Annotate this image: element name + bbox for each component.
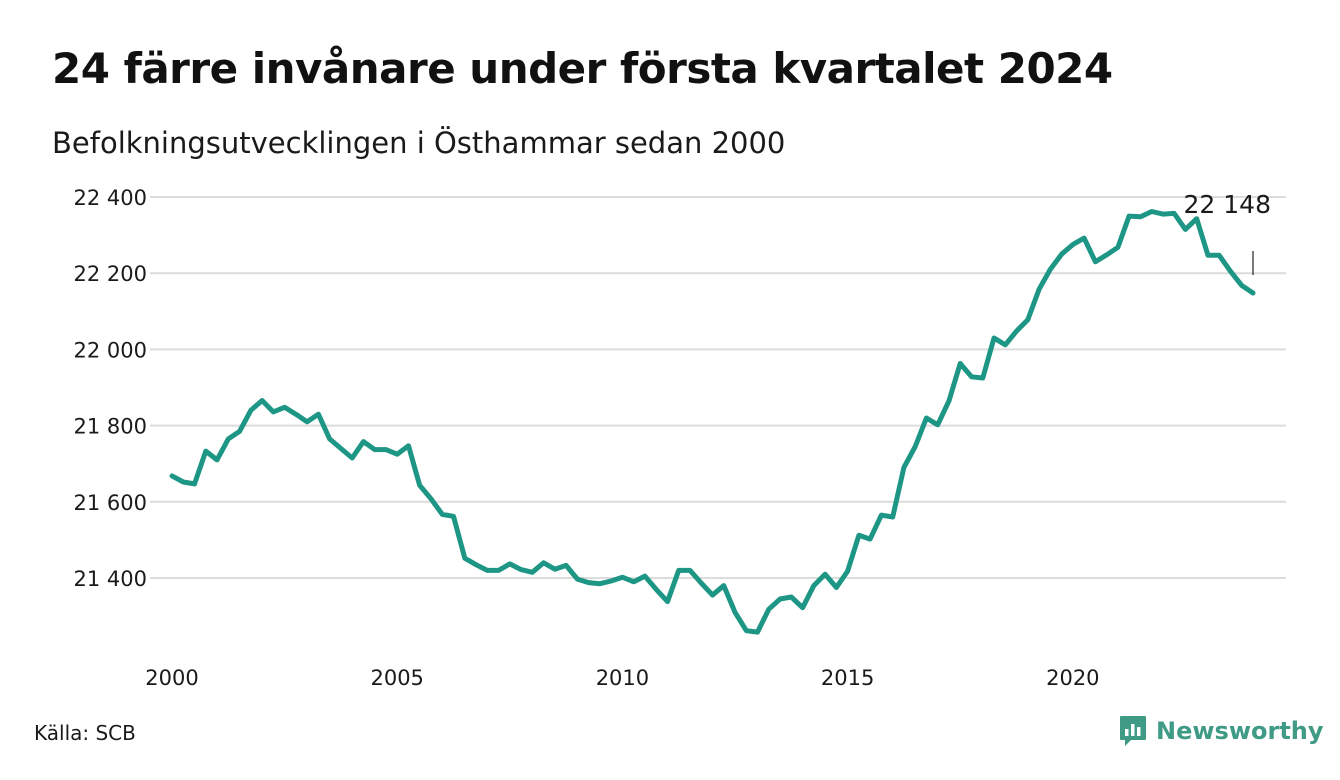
y-axis-ticks: 21 400 21 600 21 800 22 000 22 200 22 400	[74, 186, 147, 591]
y-tick-label: 22 200	[74, 262, 147, 286]
chart-subtitle: Befolkningsutvecklingen i Östhammar seda…	[52, 126, 786, 160]
x-axis-ticks: 2000 2005 2010 2015 2020	[145, 666, 1099, 690]
newsworthy-logo-icon	[1120, 716, 1146, 746]
y-tick-label: 21 600	[74, 491, 147, 515]
x-tick-label: 2015	[821, 666, 874, 690]
series-layer	[169, 209, 1256, 635]
series-line	[169, 209, 1256, 635]
chart-title: 24 färre invånare under första kvartalet…	[52, 44, 1113, 93]
annotation-layer: 22 148	[1184, 190, 1271, 275]
y-tick-label: 21 400	[74, 567, 147, 591]
x-tick-label: 2005	[370, 666, 423, 690]
y-tick-label: 22 400	[74, 186, 147, 210]
x-tick-label: 2010	[596, 666, 649, 690]
x-tick-label: 2020	[1046, 666, 1099, 690]
annotation-label: 22 148	[1184, 190, 1271, 219]
brand-logo[interactable]: Newsworthy	[1118, 714, 1324, 748]
gridlines	[150, 196, 1286, 579]
source-note: Källa: SCB	[34, 721, 136, 745]
x-tick-label: 2000	[145, 666, 198, 690]
y-tick-label: 22 000	[74, 338, 147, 362]
brand-name: Newsworthy	[1156, 717, 1324, 745]
y-tick-label: 21 800	[74, 415, 147, 439]
